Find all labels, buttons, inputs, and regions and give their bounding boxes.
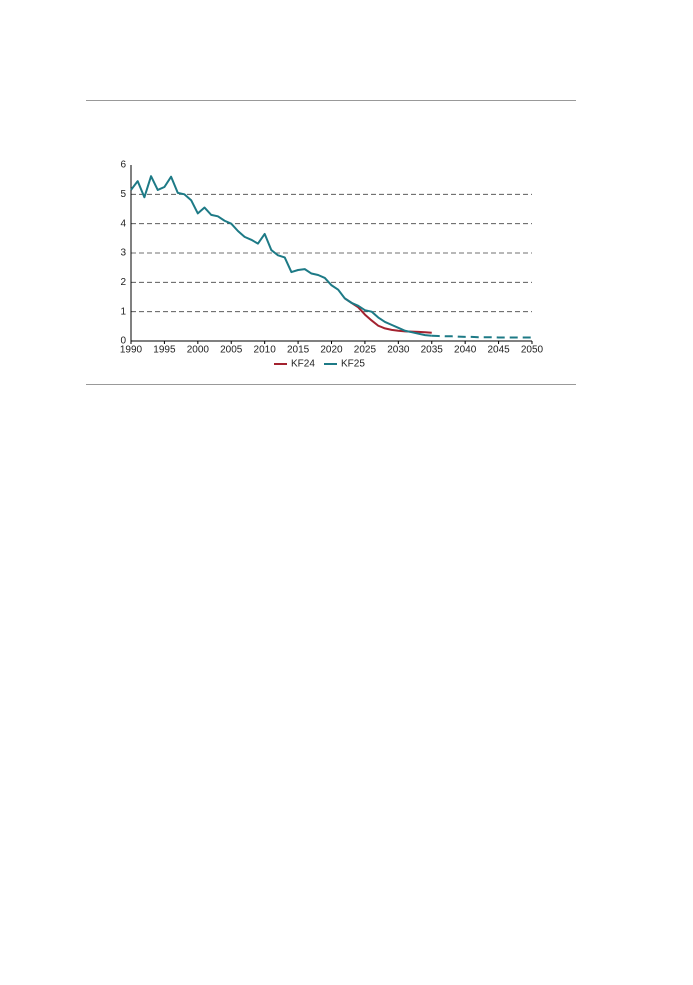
x-tick-label: 2010 xyxy=(254,345,277,356)
x-tick-label: 2035 xyxy=(421,345,444,356)
x-tick-label: 2005 xyxy=(220,345,243,356)
x-tick-label: 2015 xyxy=(287,345,310,356)
x-tick-label: 2025 xyxy=(354,345,377,356)
y-tick-label: 0 xyxy=(120,336,126,347)
y-tick-label: 3 xyxy=(120,248,126,259)
series-line xyxy=(130,175,432,337)
y-tick-label: 4 xyxy=(120,218,126,229)
legend-label: KF25 xyxy=(341,359,365,370)
y-tick-label: 1 xyxy=(120,306,126,317)
y-tick-label: 5 xyxy=(120,189,126,200)
y-tick-label: 2 xyxy=(120,277,126,288)
x-tick-label: 2020 xyxy=(320,345,343,356)
x-tick-label: 2050 xyxy=(521,345,544,356)
series-line-dashed xyxy=(431,334,532,339)
x-tick-label: 2030 xyxy=(387,345,410,356)
y-tick-label: 6 xyxy=(120,160,126,171)
legend-label: KF24 xyxy=(291,359,315,370)
x-tick-label: 2000 xyxy=(187,345,210,356)
x-tick-label: 2040 xyxy=(454,345,477,356)
x-tick-label: 1995 xyxy=(153,345,176,356)
series-line xyxy=(344,297,432,334)
x-tick-label: 2045 xyxy=(487,345,510,356)
x-tick-label: 1990 xyxy=(120,345,143,356)
